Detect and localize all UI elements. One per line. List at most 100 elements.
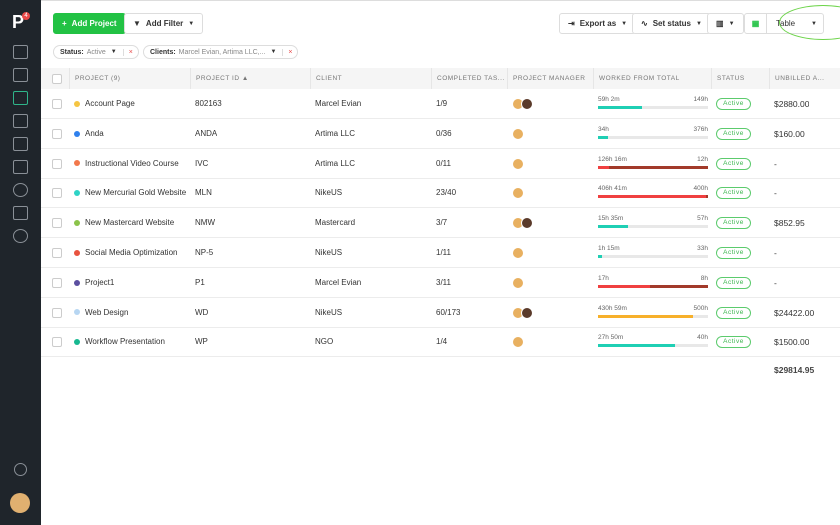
calendar-icon[interactable]: [13, 206, 28, 220]
info-icon[interactable]: [14, 463, 27, 476]
columns-button[interactable]: ▥ ▼: [707, 13, 744, 34]
project-name-text: Anda: [85, 128, 104, 138]
project-name[interactable]: Instructional Video Course: [74, 149, 192, 179]
project-name[interactable]: Account Page: [74, 89, 192, 119]
row-checkbox[interactable]: [52, 99, 62, 109]
home-icon[interactable]: [13, 45, 28, 59]
clients-filter-chip[interactable]: Clients: Marcel Evian, Artima LLC,... ▼ ×: [143, 45, 299, 59]
project-color-dot: [74, 339, 80, 346]
manager-avatar[interactable]: [512, 336, 524, 349]
add-project-button[interactable]: + Add Project: [53, 13, 126, 34]
status-badge[interactable]: Active: [716, 247, 751, 259]
row-checkbox[interactable]: [52, 277, 62, 288]
table-row[interactable]: Project1 P1 Marcel Evian 3/11 17h 8h Acti…: [41, 268, 840, 298]
project-color-dot: [74, 279, 80, 286]
completed-tasks: 1/4: [436, 337, 448, 347]
row-checkbox[interactable]: [52, 248, 62, 258]
unbilled-amount: $1500.00: [774, 337, 810, 348]
column-header[interactable]: STATUS: [711, 68, 769, 89]
status-badge[interactable]: Active: [716, 127, 751, 140]
table-row[interactable]: New Mastercard Website NMW Mastercard 3/…: [41, 208, 840, 239]
project-name[interactable]: Project1: [74, 268, 192, 298]
column-header[interactable]: PROJECT MANAGER: [507, 68, 593, 89]
manager-avatar[interactable]: [521, 306, 533, 319]
manager-avatar[interactable]: [512, 157, 524, 170]
table-row[interactable]: New Mercurial Gold Website MLN NikeUS 23…: [41, 178, 840, 209]
column-header[interactable]: WORKED FROM TOTAL: [593, 68, 711, 89]
column-header[interactable]: CLIENT: [310, 68, 431, 89]
status-badge[interactable]: Active: [716, 187, 751, 200]
status-badge[interactable]: Active: [716, 98, 751, 110]
status-badge[interactable]: Active: [716, 336, 751, 349]
filter-label: Clients:: [150, 48, 176, 56]
chart-icon[interactable]: [13, 160, 28, 174]
project-id: 802163: [195, 99, 222, 108]
export-button[interactable]: ⇥ Export as ▼: [559, 13, 637, 34]
status-badge[interactable]: Active: [716, 217, 751, 230]
client: Marcel Evian: [315, 99, 362, 108]
app-logo[interactable]: P: [12, 12, 25, 32]
column-header[interactable]: COMPLETED TAS...: [431, 68, 507, 89]
table-row[interactable]: Social Media Optimization NP-5 NikeUS 1/…: [41, 238, 840, 268]
project-id: P1: [195, 277, 205, 287]
completed-tasks: 1/9: [436, 99, 448, 108]
total-time: 12h: [697, 155, 708, 163]
columns-icon: ▥: [716, 19, 724, 28]
notification-badge[interactable]: 4: [22, 12, 30, 20]
worked-progress: 27h 50m 40h: [598, 334, 708, 348]
manager-avatar[interactable]: [512, 247, 524, 259]
clock-icon[interactable]: [13, 183, 28, 197]
worked-progress: 59h 2m 149h: [598, 96, 708, 109]
status-filter-chip[interactable]: Status: Active ▼ ×: [53, 45, 139, 59]
project-name[interactable]: Workflow Presentation: [74, 327, 192, 357]
column-header[interactable]: UNBILLED A...: [769, 68, 840, 89]
progress-bar: [598, 284, 708, 288]
progress-bar: [598, 165, 708, 169]
client: Artima LLC: [315, 158, 356, 168]
user-icon[interactable]: [13, 114, 28, 128]
user-avatar[interactable]: [10, 493, 30, 513]
table-row[interactable]: Workflow Presentation WP NGO 1/4 27h 50m…: [41, 327, 840, 358]
add-filter-button[interactable]: ▼ Add Filter ▼: [124, 13, 204, 34]
folder-icon[interactable]: [13, 91, 28, 105]
worked-progress: 15h 35m 57h: [598, 215, 708, 229]
table-row[interactable]: Web Design WD NikeUS 60/173 430h 59m 500h…: [41, 298, 840, 328]
project-name[interactable]: Social Media Optimization: [74, 238, 192, 268]
table-row[interactable]: Instructional Video Course IVC Artima LL…: [41, 149, 840, 179]
completed-tasks: 0/11: [436, 158, 451, 168]
project-name[interactable]: New Mastercard Website: [74, 208, 192, 238]
manager-avatar[interactable]: [521, 98, 533, 110]
plus-circle-icon[interactable]: [13, 229, 28, 243]
status-badge[interactable]: Active: [716, 157, 751, 170]
status-badge[interactable]: Active: [716, 306, 751, 319]
buildings-icon[interactable]: [13, 68, 28, 82]
column-header[interactable]: PROJECT (9): [69, 68, 190, 89]
project-id: NMW: [195, 218, 215, 228]
manager-avatar[interactable]: [521, 217, 533, 230]
remove-filter-icon[interactable]: ×: [282, 48, 297, 56]
manager-avatar[interactable]: [512, 187, 524, 200]
set-status-button[interactable]: ∿ Set status ▼: [632, 13, 711, 34]
project-name-text: New Mercurial Gold Website: [85, 188, 187, 198]
remove-filter-icon[interactable]: ×: [122, 48, 138, 56]
manager-avatar[interactable]: [512, 127, 524, 140]
project-name[interactable]: Web Design: [74, 298, 192, 328]
manager-avatar[interactable]: [512, 276, 524, 289]
table-row[interactable]: Anda ANDA Artima LLC 0/36 34h 376h Active…: [41, 119, 840, 149]
row-checkbox[interactable]: [52, 128, 62, 139]
completed-tasks: 23/40: [436, 188, 457, 198]
column-header[interactable]: PROJECT ID ▲: [190, 68, 310, 89]
row-checkbox[interactable]: [52, 218, 62, 229]
project-name[interactable]: New Mercurial Gold Website: [74, 178, 192, 208]
select-all-checkbox[interactable]: [52, 74, 62, 84]
project-name[interactable]: Anda: [74, 119, 192, 149]
row-checkbox[interactable]: [52, 307, 62, 318]
row-checkbox[interactable]: [52, 188, 62, 199]
status-badge[interactable]: Active: [716, 276, 751, 289]
row-checkbox[interactable]: [52, 158, 62, 169]
client: Artima LLC: [315, 128, 356, 138]
worked-time: 1h 15m: [598, 245, 620, 252]
row-checkbox[interactable]: [52, 337, 62, 348]
table-row[interactable]: Account Page 802163 Marcel Evian 1/9 59h…: [41, 89, 840, 119]
contacts-icon[interactable]: [13, 137, 28, 151]
